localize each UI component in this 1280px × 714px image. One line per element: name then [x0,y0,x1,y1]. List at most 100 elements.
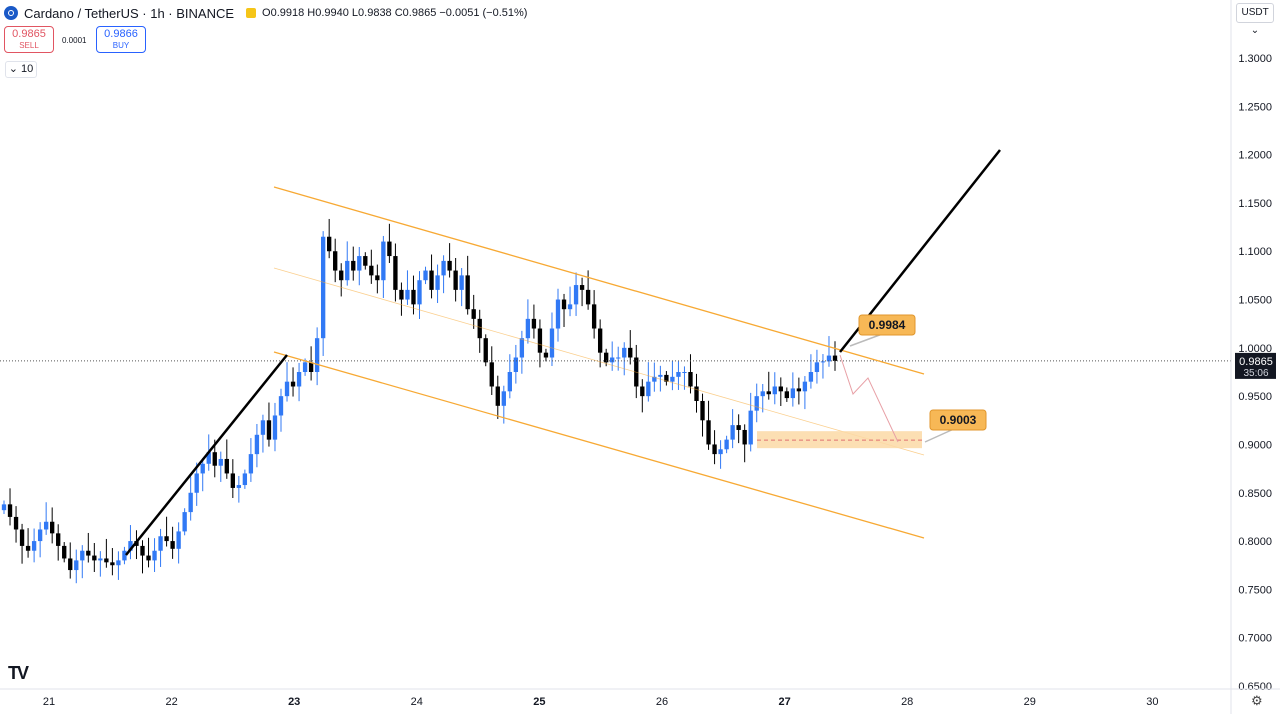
time-axis[interactable]: 21 22 23 24 25 26 27 28 29 30 [0,688,1280,708]
candle-body [646,381,651,397]
candle [62,542,67,563]
price-axis[interactable]: 1.3000 1.2500 1.2000 1.1500 1.1000 1.0500 1.00… [1230,0,1276,714]
candle-body [754,396,759,411]
interval-button[interactable]: ⌄ 10 [5,61,37,78]
candle-body [254,434,260,455]
candle [363,252,368,270]
candle [507,354,512,399]
candle-body [351,260,356,271]
time-tick-label: 22 [165,696,177,708]
callout-0.9003: 0.9003 [924,409,987,443]
time-tick-label: 24 [411,696,423,708]
candle-body [236,485,242,488]
candle-body [43,521,49,530]
candle [50,507,55,544]
tradingview-logo[interactable]: TV [8,663,29,683]
candle-body [537,328,543,353]
candle [622,342,627,376]
candle-body [128,541,133,551]
candle-body [86,550,91,556]
gear-icon[interactable]: ⚙ [1251,693,1263,708]
candle [778,377,783,407]
candle-body [158,536,163,551]
current-price-label: 0.9865 [1239,356,1273,368]
price-tick-label: 0.8000 [1238,536,1272,548]
candle [453,257,458,302]
candle [308,346,314,381]
candle-body [441,260,446,276]
candle [694,373,699,413]
price-tick-label: 0.6500 [1238,681,1272,693]
candle-body [152,550,157,561]
candle [351,246,356,281]
candle [646,362,651,402]
price-tick-label: 1.0500 [1238,295,1272,307]
currency-button[interactable]: USDT ⌄ [1236,3,1274,36]
countdown-label: 35:06 [1243,368,1268,379]
candle [68,542,73,579]
candle-body [357,256,362,271]
candle-body [700,400,705,421]
candle [345,241,350,286]
candle [429,254,434,299]
candle-body [465,275,470,310]
candle-body [471,309,476,319]
price-tick-label: 1.0000 [1238,343,1272,355]
time-tick-label: 23 [288,696,300,708]
candle [158,528,163,567]
time-tick-label: 21 [43,696,55,708]
candle-body [622,347,627,358]
sell-label: SELL [19,41,39,50]
candle [736,414,741,444]
candle [164,516,169,547]
callout-label: 0.9984 [869,318,906,332]
drawings-layer: 0.9984 0.9003 [0,149,1231,556]
price-tick-label: 0.8500 [1238,488,1272,500]
support-zone [757,431,922,449]
candle-body [531,318,537,329]
price-tick-label: 0.9500 [1238,391,1272,403]
candle [296,362,302,402]
candle [272,402,278,452]
price-tick-label: 1.3000 [1238,53,1272,65]
candle-body [194,473,199,493]
candle [327,218,332,259]
candle [37,522,43,558]
candle [483,334,488,367]
candle [748,392,753,452]
candle [754,383,759,423]
candle-body [50,521,55,534]
price-tick-label: 0.9000 [1238,439,1272,451]
candle [525,299,531,344]
candle-body [182,512,187,532]
candle-body [658,374,663,377]
candle-body [405,289,410,300]
candle [25,528,31,558]
candle [182,508,187,536]
chevron-down-icon: ⌄ [8,63,18,75]
buy-button[interactable]: 0.9866 BUY [96,26,146,53]
candle-body [736,425,741,430]
indicator-square-icon[interactable] [246,8,257,18]
candle [98,551,103,577]
channel-middle-line [273,267,925,456]
candle-body [387,241,392,257]
sell-button[interactable]: 0.9865 SELL [4,26,54,53]
candle-body [242,473,248,486]
candle-body [188,492,193,513]
price-tick-label: 1.1000 [1238,246,1272,258]
time-tick-label: 30 [1146,696,1158,708]
candle [417,271,422,320]
symbol-title[interactable]: Cardano / TetherUS · 1h · BINANCE [24,5,235,21]
candle-body [567,304,573,310]
candle [314,327,320,386]
chevron-down-icon: ⌄ [1250,25,1260,36]
candle [712,430,717,465]
callout-0.9984: 0.9984 [849,314,916,347]
candle [670,360,675,391]
candle-body [13,516,19,530]
candle-body [597,328,603,353]
candle [333,238,338,283]
candle-body [37,529,43,542]
